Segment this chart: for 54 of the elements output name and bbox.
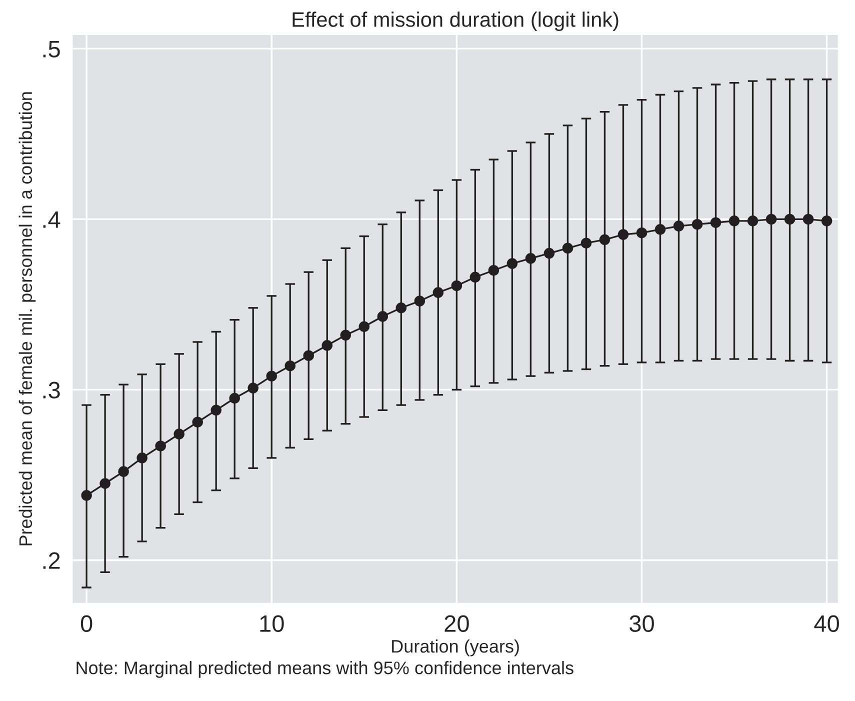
x-tick-label: 20: [444, 615, 469, 632]
point: [544, 248, 555, 259]
point: [784, 214, 796, 225]
point: [506, 258, 518, 269]
x-tick-label: 30: [630, 615, 654, 632]
point: [636, 227, 648, 238]
chart-title: Effect of mission duration (logit link): [292, 12, 618, 32]
point: [377, 311, 388, 322]
point: [229, 392, 240, 404]
point: [322, 340, 333, 351]
text: Note: Marginal predicted means with 95% confidence intervals: [76, 661, 574, 678]
point: [396, 302, 407, 314]
point: [766, 214, 777, 225]
point: [728, 216, 740, 226]
point: [821, 216, 832, 226]
y-tick-label: .5: [43, 41, 60, 58]
point: [284, 360, 296, 372]
y-tick-label: .2: [43, 552, 60, 569]
x-axis-title: Duration (years): [392, 639, 519, 656]
point: [155, 440, 166, 452]
point: [81, 490, 92, 501]
point: [747, 216, 758, 226]
y-tick-label: .3: [43, 382, 60, 399]
x-tick-label: 10: [260, 615, 284, 632]
point: [525, 253, 536, 264]
point: [562, 242, 574, 254]
x-tick-label: 40: [814, 615, 840, 632]
point: [358, 321, 370, 332]
point: [673, 220, 684, 232]
point: [802, 214, 814, 225]
point: [580, 238, 592, 248]
point: [303, 350, 314, 361]
point: [210, 404, 222, 416]
y-tick-label: .4: [43, 212, 60, 228]
point: [599, 234, 610, 246]
point: [470, 272, 481, 283]
point: [618, 229, 629, 240]
point: [192, 416, 203, 428]
point: [710, 217, 722, 228]
point: [432, 287, 444, 298]
point: [266, 370, 277, 382]
x-tick-label: 0: [80, 615, 92, 632]
point: [692, 218, 703, 230]
point: [414, 296, 426, 306]
point: [340, 330, 352, 341]
point: [174, 428, 184, 440]
y-axis-title: Predicted mean of female mil. personnel in a contribution: [18, 92, 36, 546]
point: [654, 224, 666, 235]
point: [451, 280, 462, 292]
point: [136, 452, 148, 464]
point: [118, 466, 129, 477]
point: [100, 478, 110, 489]
point: [248, 382, 258, 394]
point: [488, 264, 500, 276]
